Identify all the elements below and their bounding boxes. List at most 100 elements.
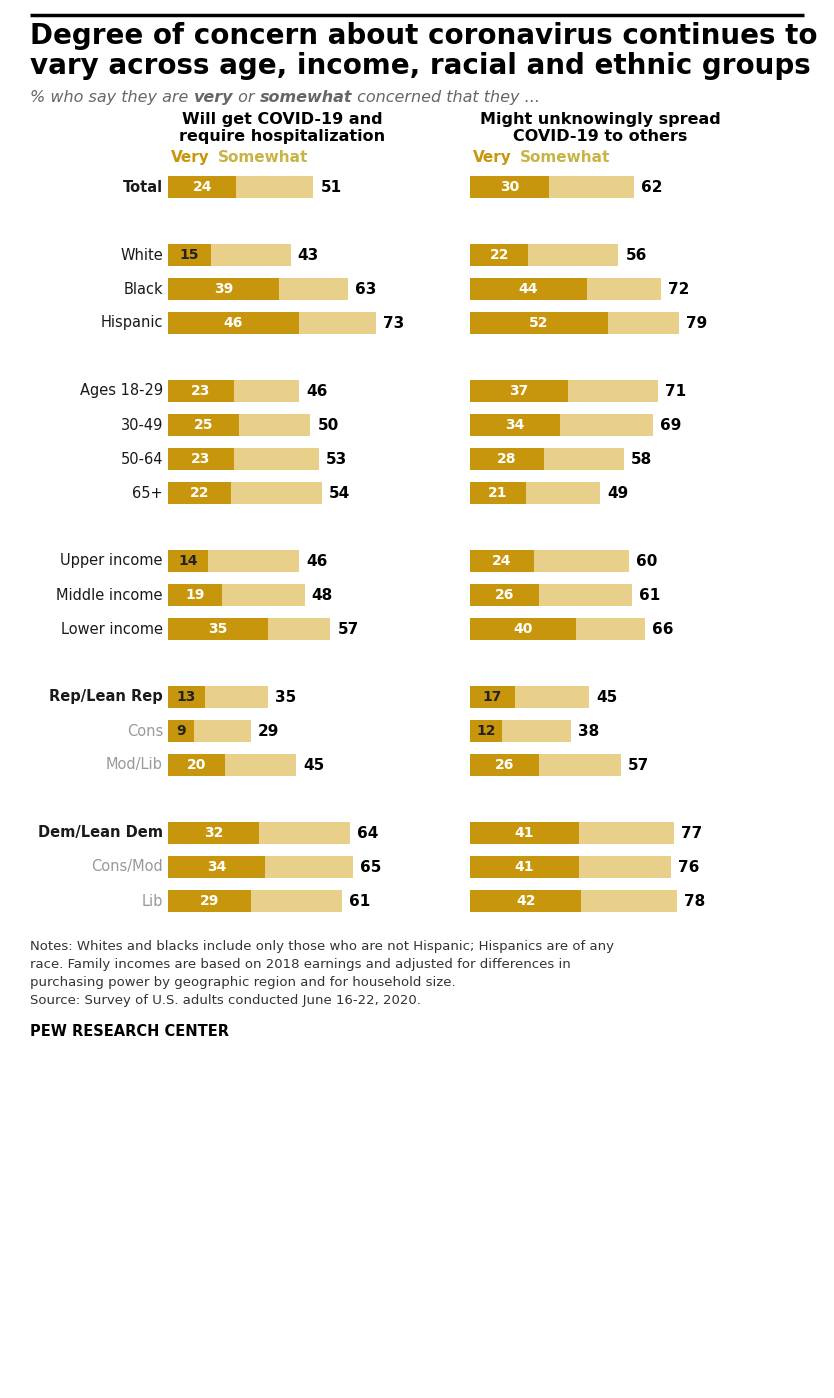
Bar [168,447,319,470]
Text: PEW RESEARCH CENTER: PEW RESEARCH CENTER [30,1023,229,1039]
Text: Cons/Mod: Cons/Mod [91,860,163,875]
Bar [168,482,231,505]
Text: 61: 61 [349,893,370,909]
Bar [470,380,658,403]
Text: Source: Survey of U.S. adults conducted June 16-22, 2020.: Source: Survey of U.S. adults conducted … [30,994,421,1007]
Text: require hospitalization: require hospitalization [179,129,385,144]
Text: 45: 45 [596,689,617,705]
Bar [470,447,624,470]
Text: 19: 19 [185,589,205,603]
Bar [470,312,680,334]
Text: 46: 46 [306,554,328,569]
Text: Upper income: Upper income [61,554,163,569]
Text: Very: Very [171,150,209,165]
Text: Degree of concern about coronavirus continues to: Degree of concern about coronavirus cont… [30,22,817,50]
Text: 34: 34 [207,860,226,874]
Text: concerned that they ...: concerned that they ... [352,89,540,105]
Bar [168,720,193,742]
Text: Middle income: Middle income [57,587,163,603]
Text: purchasing power by geographic region and for household size.: purchasing power by geographic region an… [30,976,455,988]
Text: 21: 21 [488,487,508,500]
Text: 30-49: 30-49 [121,418,163,432]
Text: Total: Total [123,179,163,194]
Bar [470,720,502,742]
Bar [168,891,342,911]
Text: Notes: Whites and blacks include only those who are not Hispanic; Hispanics are : Notes: Whites and blacks include only th… [30,939,614,953]
Bar [168,618,330,640]
Bar [470,176,635,199]
Text: somewhat: somewhat [259,89,352,105]
Bar [168,754,296,776]
Text: Ages 18-29: Ages 18-29 [80,383,163,398]
Text: or: or [233,89,259,105]
Text: Hispanic: Hispanic [101,316,163,330]
Text: 46: 46 [224,316,244,330]
Bar [470,482,600,505]
Text: 23: 23 [191,384,210,398]
Text: 53: 53 [326,452,347,467]
Text: 69: 69 [660,418,681,432]
Text: 71: 71 [666,383,686,398]
Text: 22: 22 [490,247,509,261]
Text: 50: 50 [318,418,339,432]
Bar [470,414,653,436]
Text: 42: 42 [516,893,535,907]
Text: 65: 65 [360,860,382,875]
Text: 24: 24 [193,180,212,194]
Bar [470,891,581,911]
Text: White: White [120,247,163,263]
Text: 17: 17 [483,691,502,705]
Bar [470,686,515,707]
Bar [470,891,676,911]
Text: 12: 12 [476,724,495,738]
Text: Might unknowingly spread: Might unknowingly spread [480,112,721,127]
Text: 50-64: 50-64 [120,452,163,467]
Bar [470,754,621,776]
Bar [470,482,525,505]
Text: 60: 60 [636,554,657,569]
Text: 64: 64 [358,825,379,840]
Bar [168,856,354,878]
Text: Very: Very [473,150,512,165]
Bar [168,380,234,403]
Bar [470,414,560,436]
Bar [470,176,550,199]
Text: 54: 54 [329,485,350,500]
Text: 23: 23 [191,452,210,466]
Text: 41: 41 [515,860,534,874]
Text: 34: 34 [505,418,525,432]
Bar [470,754,539,776]
Text: 22: 22 [189,487,209,500]
Bar [470,549,629,572]
Text: Will get COVID-19 and: Will get COVID-19 and [182,112,382,127]
Text: 58: 58 [631,452,652,467]
Bar [470,278,661,301]
Bar [470,312,608,334]
Text: 57: 57 [338,622,359,636]
Text: 35: 35 [274,689,296,705]
Text: 9: 9 [176,724,186,738]
Text: Lower income: Lower income [61,622,163,636]
Bar [168,414,310,436]
Text: 46: 46 [306,383,328,398]
Text: Black: Black [123,281,163,296]
Text: 37: 37 [510,384,529,398]
Text: 26: 26 [495,758,514,772]
Text: 24: 24 [492,554,511,568]
Text: 29: 29 [258,724,279,738]
Bar [470,278,586,301]
Text: very: very [193,89,233,105]
Text: Somewhat: Somewhat [218,150,309,165]
Text: 66: 66 [652,622,673,636]
Bar [168,618,268,640]
Text: 57: 57 [628,758,650,773]
Text: 39: 39 [214,282,234,296]
Text: 13: 13 [177,691,196,705]
Bar [168,686,205,707]
Text: 63: 63 [354,281,376,296]
Text: % who say they are: % who say they are [30,89,193,105]
Bar [470,245,618,266]
Bar [168,380,299,403]
Bar [470,720,570,742]
Text: 15: 15 [179,247,199,261]
